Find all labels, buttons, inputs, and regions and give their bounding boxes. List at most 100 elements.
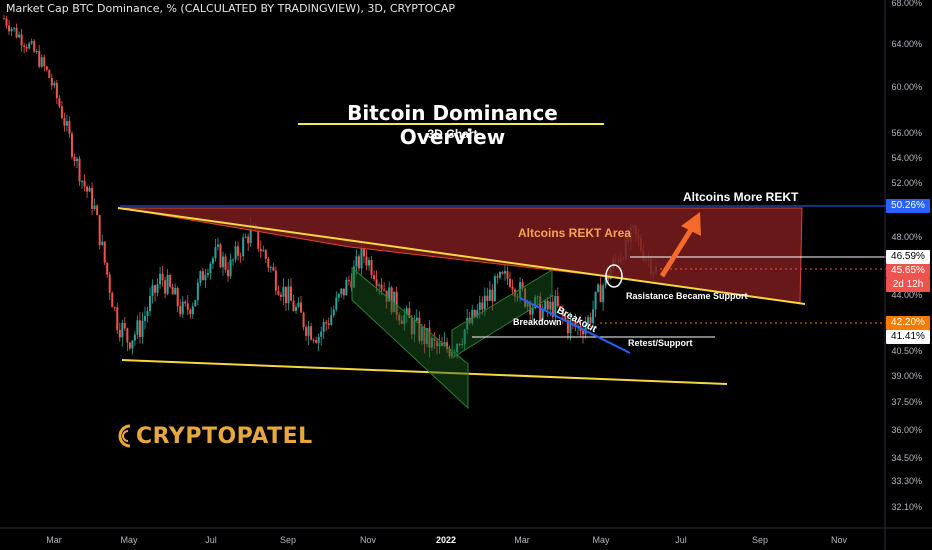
lower-trendline	[121, 359, 728, 385]
candle-body	[53, 82, 56, 86]
candle-body	[174, 288, 177, 295]
candle-body	[289, 286, 292, 301]
candle-body	[395, 291, 398, 315]
candle-body	[551, 301, 554, 318]
candle-body	[15, 27, 18, 38]
candle-body	[526, 302, 529, 307]
candle-body	[340, 288, 343, 295]
candle-body	[373, 275, 376, 280]
candle-body	[322, 322, 325, 332]
candle-body	[501, 272, 504, 274]
candle-body	[259, 248, 262, 252]
candle-body	[295, 306, 298, 312]
candle-body	[524, 288, 527, 307]
candle-body	[561, 307, 564, 317]
candle-body	[425, 328, 428, 345]
candle-body	[355, 256, 358, 267]
candle-body	[196, 282, 199, 301]
candle-body	[471, 309, 474, 324]
candle-body	[292, 300, 295, 312]
candle-body	[50, 78, 53, 86]
candle-body	[149, 295, 152, 312]
candle-body	[566, 320, 569, 334]
candle-body	[216, 244, 219, 248]
candle-body	[564, 316, 567, 321]
candle-body	[536, 296, 539, 298]
candle-body	[60, 106, 63, 119]
resistance-support-label: Rasistance Became Support	[626, 291, 748, 301]
price-tag: 41.41%	[886, 330, 930, 344]
candle-body	[81, 180, 84, 182]
candle-body	[257, 229, 260, 249]
candle-body	[206, 273, 209, 276]
candle-body	[86, 186, 89, 192]
candle-body	[18, 34, 21, 38]
price-tag: 42.20%	[886, 316, 930, 330]
candle-body	[138, 320, 141, 337]
candle-body	[408, 308, 411, 318]
candle-body	[493, 276, 496, 302]
candle-body	[463, 329, 466, 344]
candle-body	[519, 282, 522, 298]
candle-body	[305, 327, 308, 336]
candle-body	[415, 317, 418, 321]
descending-channel	[351, 266, 469, 410]
candle-body	[347, 279, 350, 281]
candle-body	[337, 294, 340, 298]
candle-body	[393, 291, 396, 313]
candle-body	[184, 301, 187, 304]
candle-body	[446, 342, 449, 350]
candle-body	[214, 247, 217, 259]
candle-body	[383, 289, 386, 291]
candle-body	[357, 256, 360, 269]
candle-body	[8, 25, 11, 32]
up-arrow	[659, 212, 701, 278]
x-tick-label: Mar	[514, 535, 530, 545]
cryptopatel-logo-icon	[118, 424, 131, 448]
candle-body	[574, 321, 577, 327]
candle-body	[516, 296, 519, 298]
candle-body	[13, 27, 16, 29]
y-tick-label: 56.00%	[891, 128, 922, 138]
candle-body	[418, 317, 421, 341]
candle-body	[521, 282, 524, 289]
candle-body	[541, 309, 544, 321]
candle-body	[320, 331, 323, 337]
y-tick-label: 54.00%	[891, 153, 922, 163]
candle-body	[352, 266, 355, 288]
x-tick-label: Jul	[675, 535, 687, 545]
candle-body	[159, 273, 162, 285]
candle-body	[232, 259, 235, 261]
candle-body	[378, 284, 381, 286]
candle-body	[204, 275, 207, 281]
candle-body	[239, 255, 242, 257]
candle-body	[201, 271, 204, 281]
candle-body	[126, 328, 129, 343]
candle-body	[267, 258, 270, 268]
x-tick-label: Sep	[280, 535, 296, 545]
breakout-circle	[605, 264, 623, 288]
candle-body	[55, 82, 58, 99]
y-tick-label: 48.00%	[891, 232, 922, 242]
candle-body	[161, 273, 164, 281]
candle-body	[602, 285, 605, 303]
logo-text: CRYPTOPATEL	[136, 424, 313, 449]
candle-body	[531, 308, 534, 315]
candle-body	[219, 244, 222, 268]
candle-body	[592, 309, 595, 324]
candle-body	[375, 279, 378, 286]
candle-body	[176, 288, 179, 307]
candle-body	[506, 271, 509, 279]
candle-body	[133, 334, 136, 341]
candle-body	[330, 315, 333, 325]
candle-body	[587, 317, 590, 325]
candle-body	[156, 284, 159, 293]
candle-body	[317, 336, 320, 343]
y-tick-label: 52.00%	[891, 178, 922, 188]
candle-body	[488, 289, 491, 301]
candle-body	[70, 133, 73, 157]
upper-trendline	[117, 207, 806, 305]
candle-body	[136, 320, 139, 335]
candle-body	[211, 258, 214, 264]
candle-body	[65, 121, 68, 126]
